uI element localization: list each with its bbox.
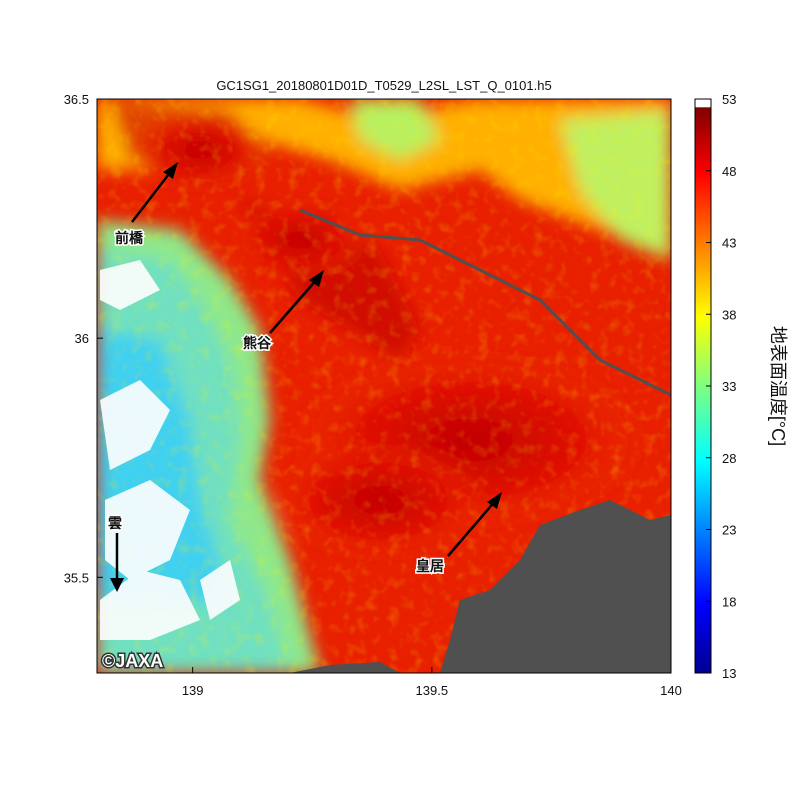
colorbar-tick-label: 38: [722, 307, 736, 322]
arrow: [269, 277, 319, 334]
annotation-label: 前橋: [115, 230, 144, 246]
x-tick-label: 140: [660, 683, 682, 698]
annotation-label: 雲: [108, 515, 122, 531]
lst-image: [97, 99, 671, 673]
colorbar-tick-label: 23: [722, 523, 736, 538]
colorbar-tick-label: 33: [722, 379, 736, 394]
credit: ©JAXA: [102, 651, 163, 671]
colorbar-label: 地表面温度[°C]: [768, 326, 788, 446]
x-tick-label: 139: [182, 683, 204, 698]
y-tick-label: 35.5: [64, 570, 89, 585]
annotation-label: 熊谷: [243, 335, 272, 351]
colorbar-tick-label: 13: [722, 666, 736, 681]
y-tick-label: 36.5: [64, 92, 89, 107]
arrowhead: [487, 492, 502, 509]
colorbar-tick-label: 28: [722, 451, 736, 466]
arrowhead: [110, 578, 124, 592]
annotations: 前橋 熊谷 皇居 雲 ©JAXA: [101, 162, 502, 673]
y-tick-label: 36: [75, 331, 89, 346]
annotation-label: 皇居: [416, 558, 444, 574]
colorbar-tick-label: 18: [722, 594, 736, 609]
colorbar-tick-label: 43: [722, 236, 736, 251]
arrowhead: [309, 270, 324, 287]
plot-frame: [96, 98, 672, 674]
colorbar-tick-label: 53: [722, 92, 736, 107]
arrow: [447, 499, 497, 557]
arrowhead: [163, 162, 178, 179]
arrow: [131, 169, 173, 223]
colorbar-tick-label: 48: [722, 164, 736, 179]
x-tick-label: 139.5: [416, 683, 449, 698]
map-title: GC1SG1_20180801D01D_T0529_L2SL_LST_Q_010…: [216, 78, 551, 93]
